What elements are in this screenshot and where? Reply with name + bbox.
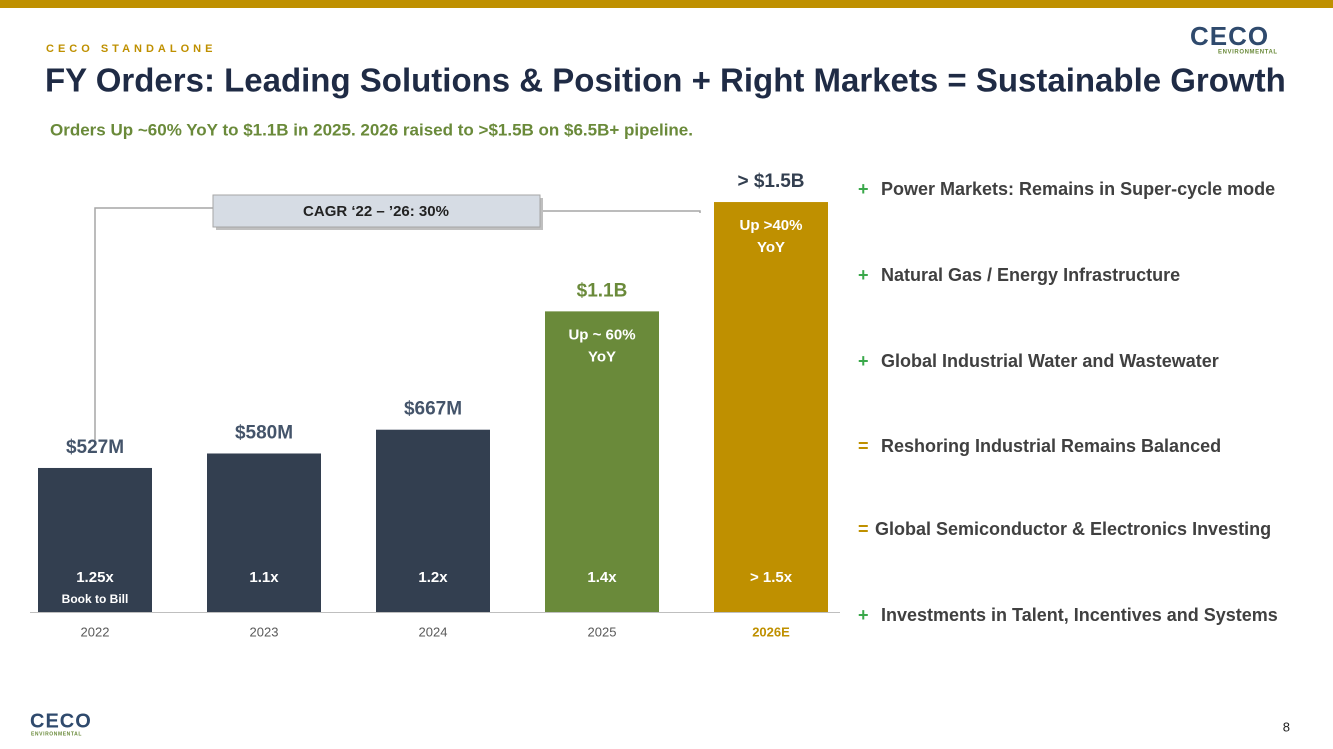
footer-logo-sub: ENVIRONMENTAL	[31, 731, 82, 737]
growth-note: Up >40%	[740, 217, 803, 234]
cagr-bracket	[540, 210, 701, 213]
footer-logo: CECO	[30, 710, 92, 732]
book-to-bill: > 1.5x	[750, 569, 793, 586]
book-to-bill: 1.1x	[249, 569, 279, 586]
value-label: $527M	[66, 437, 124, 458]
bar	[38, 467, 152, 612]
bar	[714, 202, 828, 613]
value-label: > $1.5B	[737, 171, 804, 192]
driver-symbol: +	[858, 179, 869, 199]
top-band	[0, 0, 1333, 8]
book-to-bill-caption: Book to Bill	[62, 592, 129, 606]
driver-symbol: +	[858, 265, 869, 285]
kicker: CECO STANDALONE	[46, 43, 216, 55]
logo-sub: ENVIRONMENTAL	[1218, 50, 1278, 56]
driver-text: Global Semiconductor & Electronics Inves…	[875, 519, 1271, 539]
x-tick-label: 2025	[588, 624, 617, 639]
driver-text: Reshoring Industrial Remains Balanced	[881, 436, 1221, 456]
driver-symbol: +	[858, 605, 869, 625]
driver-text: Global Industrial Water and Wastewater	[881, 351, 1219, 371]
driver-text: Power Markets: Remains in Super-cycle mo…	[881, 179, 1275, 199]
logo: CECO	[1190, 21, 1269, 51]
cagr-bracket	[94, 207, 213, 440]
page-number: 8	[1283, 719, 1290, 734]
driver-symbol: +	[858, 351, 869, 371]
growth-note: YoY	[588, 348, 616, 365]
driver-symbol: =	[858, 436, 869, 456]
cagr-box	[212, 194, 541, 228]
x-tick-label: 2022	[81, 624, 110, 639]
x-tick-label: 2024	[419, 624, 448, 639]
slide-title: FY Orders: Leading Solutions & Position …	[45, 62, 1286, 99]
book-to-bill: 1.2x	[418, 569, 448, 586]
x-tick-label: 2026E	[752, 624, 790, 639]
growth-note: YoY	[757, 239, 785, 256]
bar	[376, 429, 490, 612]
value-label: $1.1B	[577, 280, 628, 301]
growth-note: Up ~ 60%	[568, 326, 635, 343]
subtitle: Orders Up ~60% YoY to $1.1B in 2025. 202…	[50, 120, 693, 139]
bar	[545, 311, 659, 612]
value-label: $667M	[404, 399, 462, 420]
book-to-bill: 1.25x	[76, 569, 114, 586]
book-to-bill: 1.4x	[587, 569, 617, 586]
value-label: $580M	[235, 423, 293, 444]
driver-symbol: =	[858, 519, 869, 539]
bar	[207, 453, 321, 612]
cagr-label: CAGR ‘22 – ’26: 30%	[303, 203, 449, 220]
driver-text: Natural Gas / Energy Infrastructure	[881, 265, 1180, 285]
x-tick-label: 2023	[250, 624, 279, 639]
driver-text: Investments in Talent, Incentives and Sy…	[881, 605, 1278, 625]
